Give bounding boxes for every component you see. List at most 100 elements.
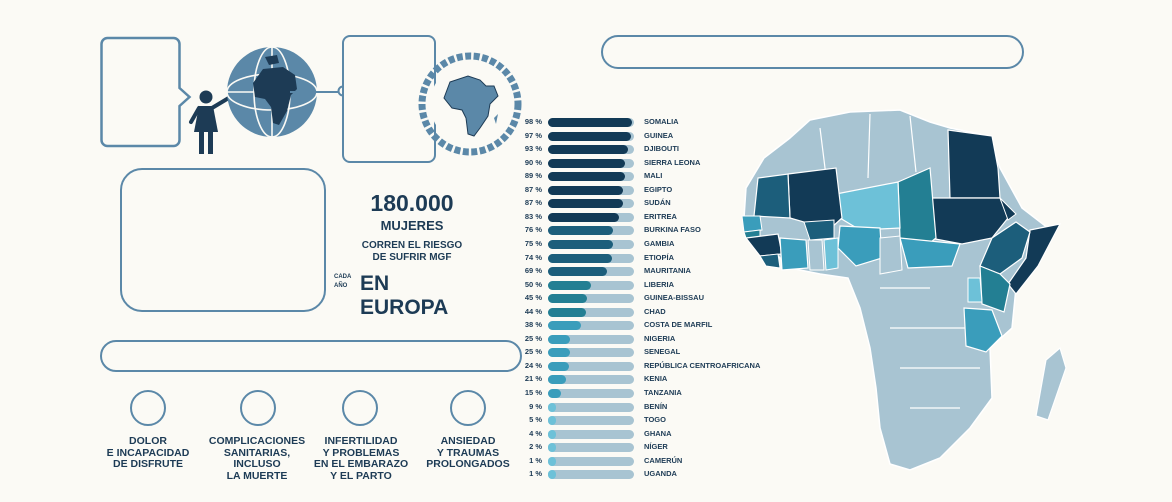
bar	[548, 442, 556, 452]
bar-value-label: 1 %	[529, 469, 542, 478]
africa-map	[741, 109, 1067, 471]
bar-category-label: MALI	[644, 171, 663, 180]
bar-value-label: 76 %	[524, 225, 542, 234]
bar-track	[548, 144, 634, 154]
bar-track	[548, 266, 634, 276]
bar-value-label: 97 %	[524, 131, 542, 140]
consequence-text-2: COMPLICACIONES SANITARIAS, INCLUSO LA MUERT…	[208, 435, 306, 482]
bar-category-label: BURKINA FASO	[644, 225, 701, 234]
bar-category-label: ETIOPÍA	[644, 253, 675, 262]
section-pill-top	[601, 35, 1024, 69]
bar	[548, 253, 612, 263]
stat-line-1: CORREN EL RIESGO	[361, 240, 463, 251]
bar-category-label: REPÚBLICA CENTROAFRICANA	[644, 361, 761, 370]
bar-category-label: KENIA	[644, 374, 668, 383]
bar	[548, 117, 633, 127]
bar-value-label: 93 %	[524, 144, 542, 153]
bar-track	[548, 253, 634, 263]
bar-category-label: TOGO	[644, 415, 666, 424]
bar-category-label: EGIPTO	[644, 185, 673, 194]
bar-value-label: 2 %	[529, 442, 542, 451]
stat-number: 180.000	[370, 190, 454, 216]
speech-bubble-left	[100, 36, 192, 148]
bar-track	[548, 334, 634, 344]
bar-track	[548, 415, 634, 425]
bar	[548, 239, 613, 249]
bar-value-label: 75 %	[524, 239, 542, 248]
bar-category-label: SENEGAL	[644, 347, 681, 356]
bar-category-label: SUDÁN	[644, 198, 671, 207]
bar-value-label: 24 %	[524, 361, 542, 370]
bar	[548, 280, 591, 290]
bar-value-label: 4 %	[529, 429, 542, 438]
bar-value-label: 50 %	[524, 280, 542, 289]
bar-track	[548, 239, 634, 249]
bar-track	[548, 402, 634, 412]
consequence-circle-4	[450, 390, 486, 426]
africa-icon	[418, 52, 522, 156]
bar-value-label: 15 %	[524, 388, 542, 397]
bar-value-label: 87 %	[524, 185, 542, 194]
stat-small-1: CADA	[334, 274, 352, 280]
bar	[548, 469, 556, 479]
section-pill-bottom	[100, 340, 522, 372]
bar	[548, 266, 608, 276]
info-box-main	[120, 168, 326, 312]
bar-category-label: UGANDA	[644, 469, 677, 478]
bar-category-label: NIGERIA	[644, 334, 676, 343]
bar-value-label: 89 %	[524, 171, 542, 180]
bar-value-label: 1 %	[529, 456, 542, 465]
stat-small-2: AÑO	[334, 283, 348, 289]
bar-value-label: 5 %	[529, 415, 542, 424]
bar	[548, 131, 632, 141]
consequence-circle-3	[342, 390, 378, 426]
bar	[548, 361, 569, 371]
bar-category-label: GAMBIA	[644, 239, 675, 248]
bar-category-label: GHANA	[644, 429, 672, 438]
bar-category-label: SIERRA LEONA	[644, 158, 701, 167]
bar-category-label: MAURITANIA	[644, 266, 691, 275]
bar-value-label: 45 %	[524, 293, 542, 302]
bar-category-label: CHAD	[644, 307, 666, 316]
bar-track	[548, 388, 634, 398]
bar-category-label: CAMERÚN	[644, 456, 683, 465]
consequence-text-3: INFERTILIDAD Y PROBLEMAS EN EL EMBARAZO Y E…	[313, 435, 409, 482]
stat-line-2: DE SUFRIR MGF	[372, 252, 452, 263]
bar-category-label: NÍGER	[644, 442, 668, 451]
bar-track	[548, 158, 634, 168]
consequence-circle-1	[130, 390, 166, 426]
bar	[548, 293, 587, 303]
bar	[548, 402, 556, 412]
bar-track	[548, 469, 634, 479]
bar-category-label: GUINEA	[644, 131, 674, 140]
bar-category-label: DJIBOUTI	[644, 144, 680, 153]
bar-track	[548, 442, 634, 452]
bar-category-label: TANZANIA	[644, 388, 682, 397]
bar	[548, 171, 625, 181]
bar-track	[548, 280, 634, 290]
bar	[548, 158, 626, 168]
bar-track	[548, 293, 634, 303]
bar-track	[548, 171, 634, 181]
stat-place: EN EUROPA	[360, 272, 449, 319]
bar-value-label: 90 %	[524, 158, 542, 167]
bar-track	[548, 429, 634, 439]
prevalence-bar-chart: 98 % SOMALIA 97 % GUINEA 93 % DJIBOUTI 90 % SIE…	[500, 117, 760, 487]
bar-category-label: BENÍN	[644, 402, 668, 411]
bar	[548, 388, 561, 398]
bar	[548, 320, 581, 330]
bar-track	[548, 185, 634, 195]
bar-track	[548, 131, 634, 141]
bar	[548, 374, 567, 384]
bar-track	[548, 225, 634, 235]
bar-value-label: 74 %	[524, 253, 542, 262]
bar-track	[548, 307, 634, 317]
bar	[548, 144, 628, 154]
bar-value-label: 98 %	[524, 117, 542, 126]
bar-value-label: 83 %	[524, 212, 542, 221]
bar	[548, 198, 623, 208]
bar-track	[548, 374, 634, 384]
bar	[548, 429, 556, 439]
bar-category-label: SOMALIA	[644, 117, 679, 126]
bar-value-label: 25 %	[524, 334, 542, 343]
